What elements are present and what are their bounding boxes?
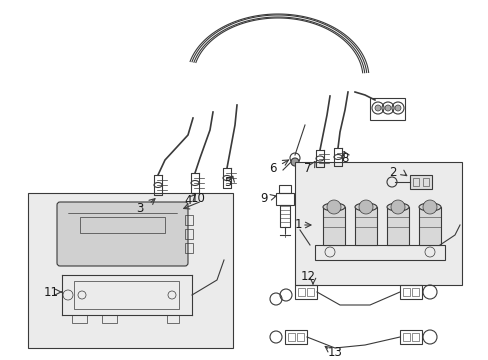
Bar: [296, 333, 304, 341]
Bar: [409, 175, 431, 189]
Text: 4: 4: [184, 194, 191, 207]
Bar: [418, 207, 440, 245]
Text: 1: 1: [294, 219, 301, 231]
Text: 6: 6: [269, 162, 276, 175]
Text: 8: 8: [341, 152, 348, 165]
Bar: [80, 217, 164, 233]
Circle shape: [384, 105, 390, 111]
Text: 11: 11: [43, 285, 59, 298]
Text: 13: 13: [327, 346, 342, 360]
Bar: [72, 315, 87, 323]
Bar: [74, 281, 179, 309]
Bar: [399, 330, 421, 344]
Bar: [411, 333, 418, 341]
Circle shape: [326, 200, 340, 214]
Bar: [184, 243, 193, 253]
Ellipse shape: [418, 203, 440, 211]
Bar: [402, 333, 409, 341]
Bar: [386, 207, 408, 245]
Ellipse shape: [354, 203, 376, 211]
Circle shape: [422, 200, 436, 214]
Bar: [369, 98, 404, 120]
Bar: [294, 285, 316, 299]
Bar: [28, 193, 232, 348]
Bar: [184, 215, 193, 225]
Text: 10: 10: [190, 192, 205, 204]
Text: 12: 12: [300, 270, 315, 284]
FancyBboxPatch shape: [57, 202, 187, 266]
Circle shape: [390, 200, 404, 214]
Text: 5: 5: [224, 176, 231, 189]
Bar: [275, 193, 293, 205]
Bar: [102, 315, 117, 323]
Circle shape: [290, 158, 298, 166]
Bar: [354, 207, 376, 245]
Circle shape: [374, 105, 380, 111]
Bar: [402, 288, 409, 296]
Text: 3: 3: [136, 202, 143, 215]
Circle shape: [394, 105, 400, 111]
Bar: [306, 288, 313, 296]
Bar: [411, 288, 418, 296]
Bar: [412, 178, 418, 186]
Bar: [285, 330, 306, 344]
Bar: [422, 178, 428, 186]
Bar: [399, 285, 421, 299]
Bar: [314, 245, 444, 260]
Bar: [280, 205, 289, 227]
Bar: [297, 288, 305, 296]
Bar: [279, 185, 290, 193]
Ellipse shape: [386, 203, 408, 211]
Text: 2: 2: [388, 166, 396, 180]
Bar: [323, 207, 345, 245]
Bar: [167, 315, 179, 323]
Circle shape: [358, 200, 372, 214]
Bar: [184, 229, 193, 239]
Bar: [294, 162, 461, 285]
Text: 7: 7: [304, 162, 311, 175]
Ellipse shape: [323, 203, 345, 211]
Bar: [287, 333, 294, 341]
Text: 9: 9: [260, 192, 267, 204]
